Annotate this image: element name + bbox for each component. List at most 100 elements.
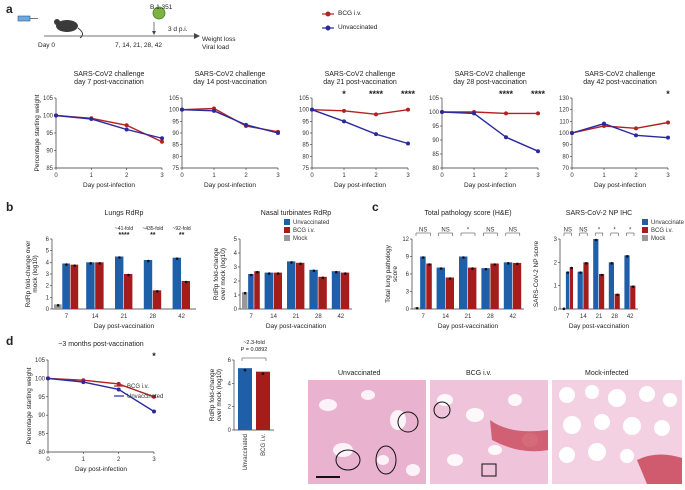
a4-xlabel: Day post-infection <box>464 182 516 189</box>
a2-ytick-label-100: 100 <box>169 108 180 114</box>
a4-title-0: SARS-CoV2 challenge <box>455 71 526 78</box>
a1-series-1-line <box>55 114 163 139</box>
a2-ytick-label-75: 75 <box>172 166 179 172</box>
c1-sig-bracket-14 <box>438 232 453 236</box>
b1-bar-14-bcg-i-v- <box>95 262 104 309</box>
histology-image-mock <box>552 380 682 484</box>
chart-c2-np-ihc: SARS-CoV-2 NP IHC 0 1 2 3 7 NS 14 NS 21 * 28 * 42 * Day… <box>533 210 684 330</box>
a5-ytick-label-80: 80 <box>562 154 569 160</box>
c2-sig-21: * <box>598 228 601 234</box>
b1-dot-7-1 <box>65 263 68 266</box>
a4-xtick-label-3: 3 <box>536 173 540 179</box>
b1-cat-label-42: 42 <box>178 314 185 320</box>
a4-series-1-point-0 <box>440 110 444 114</box>
a1-series-1-point-2 <box>124 127 129 132</box>
schematic-readout-viral: Viral load <box>202 44 229 51</box>
d2-ytick-label-4: 4 <box>228 381 232 387</box>
d1-ylabel: Percentage starting weight <box>26 367 33 444</box>
d1-series-1-point-1 <box>81 380 86 385</box>
d2-bar-0 <box>238 368 252 430</box>
c1-bar-14-bcg-i-v- <box>445 277 454 309</box>
a2-series-1-point-0 <box>180 107 184 112</box>
a5-xtick-label-0: 0 <box>570 173 574 179</box>
a2-ytick-label-95: 95 <box>172 119 179 125</box>
panel-label-d: d <box>6 334 14 348</box>
c2-sig-bracket-14 <box>579 232 588 236</box>
a1-ytick-label-85: 85 <box>46 166 53 172</box>
a3-series-0-line <box>311 108 409 116</box>
a3-ytick-label-75: 75 <box>302 166 309 172</box>
c2-cat-label-7: 7 <box>566 314 570 320</box>
b1-bar-7-unvaccinated <box>62 263 70 309</box>
b2-dot-14-1 <box>276 272 280 275</box>
a3-ytick-label-100: 100 <box>299 108 310 114</box>
a5-xtick-label-1: 1 <box>602 173 606 179</box>
schematic-variant: B.1.351 <box>150 4 173 11</box>
c2-ytick-label-0: 0 <box>554 307 558 313</box>
a3-sig-1: **** <box>369 89 384 99</box>
c2-bar-42-bcg-i-v- <box>630 285 636 309</box>
b2-cat-label-14: 14 <box>270 314 277 320</box>
c2-sig-bracket-42 <box>626 232 635 236</box>
a1-ytick-label-105: 105 <box>43 96 54 102</box>
histology-label-unvacc: Unvaccinated <box>338 370 381 377</box>
c2-dot-14-0 <box>579 271 582 274</box>
a4-sig-1: **** <box>531 89 546 99</box>
b2-dot-28-0 <box>312 269 316 273</box>
c1-ytick-label-9: 9 <box>406 255 410 261</box>
b1-bar-28-unvaccinated <box>143 260 153 309</box>
a3-ytick-label-90: 90 <box>302 131 309 137</box>
legend-unvacc-dot <box>325 25 331 31</box>
a3-xtick-label-0: 0 <box>310 173 314 179</box>
d2-ytick-label-2: 2 <box>228 405 232 411</box>
b2-cat-label-21: 21 <box>293 314 300 320</box>
b1-stars-21: **** <box>119 232 130 239</box>
a3-ytick-label-105: 105 <box>299 96 310 102</box>
c2-cat-label-14: 14 <box>580 314 587 320</box>
c2-bar-21-bcg-i-v- <box>599 274 605 309</box>
c1-ytick-label-6: 6 <box>406 272 410 278</box>
b2-legend-swatch-2 <box>284 235 290 241</box>
a1-xlabel: Day post-infection <box>83 182 135 189</box>
b2-dot-7-1 <box>249 273 253 277</box>
a4-series-1-line <box>441 111 539 152</box>
d1-ytick-label-100: 100 <box>35 376 46 382</box>
schematic-days: 7, 14, 21, 28, 42 <box>115 42 162 49</box>
a4-series-1-point-2 <box>504 135 508 140</box>
c1-ylabel-0: Total lung pathology <box>385 244 392 303</box>
b2-dot-14-0 <box>267 272 271 275</box>
b1-bar-7-bcg-i-v- <box>70 264 79 309</box>
b2-bar-7-unvaccinated <box>248 274 254 309</box>
a3-xtick-label-3: 3 <box>406 173 410 179</box>
c1-sig-14: NS <box>441 228 449 234</box>
a3-ytick-label-85: 85 <box>302 143 309 149</box>
chart-d1-weight-3months: ~3 months post-vaccination 80 85 90 95 100 105… <box>26 341 163 473</box>
c2-cat-label-42: 42 <box>627 314 634 320</box>
d1-ytick-label-80: 80 <box>38 450 45 456</box>
b2-legend-swatch-1 <box>284 227 290 233</box>
a1-series-0-point-2 <box>124 123 129 128</box>
histology-label-mock: Mock-infected <box>585 370 629 377</box>
a3-sig-0: * <box>342 89 346 99</box>
b2-bar-42-unvaccinated <box>331 271 341 309</box>
a4-ytick-label-90: 90 <box>432 138 439 144</box>
b1-dot-21-0 <box>118 256 121 259</box>
b1-bar-42-unvaccinated <box>172 257 181 309</box>
c1-ytick-label-0: 0 <box>406 307 410 313</box>
d1-xtick-label-1: 1 <box>82 457 86 463</box>
c2-legend-swatch-0 <box>642 219 648 225</box>
b2-dot-42-0 <box>335 270 338 274</box>
d1-series-1-point-0 <box>46 376 50 381</box>
c1-dot-28-1 <box>493 263 497 266</box>
a1-xtick-label-2: 2 <box>125 173 129 179</box>
c2-dot-7-0 <box>562 307 566 311</box>
a4-xtick-label-2: 2 <box>504 173 508 179</box>
c1-sig-42: NS <box>509 228 517 234</box>
b1-ytick-label-5: 5 <box>46 249 50 255</box>
c2-bar-28-unvaccinated <box>608 262 614 309</box>
c1-xlabel: Day post-vaccination <box>438 323 499 330</box>
d1-series-1-point-2 <box>116 387 121 392</box>
a3-series-0-point-2 <box>374 112 378 117</box>
